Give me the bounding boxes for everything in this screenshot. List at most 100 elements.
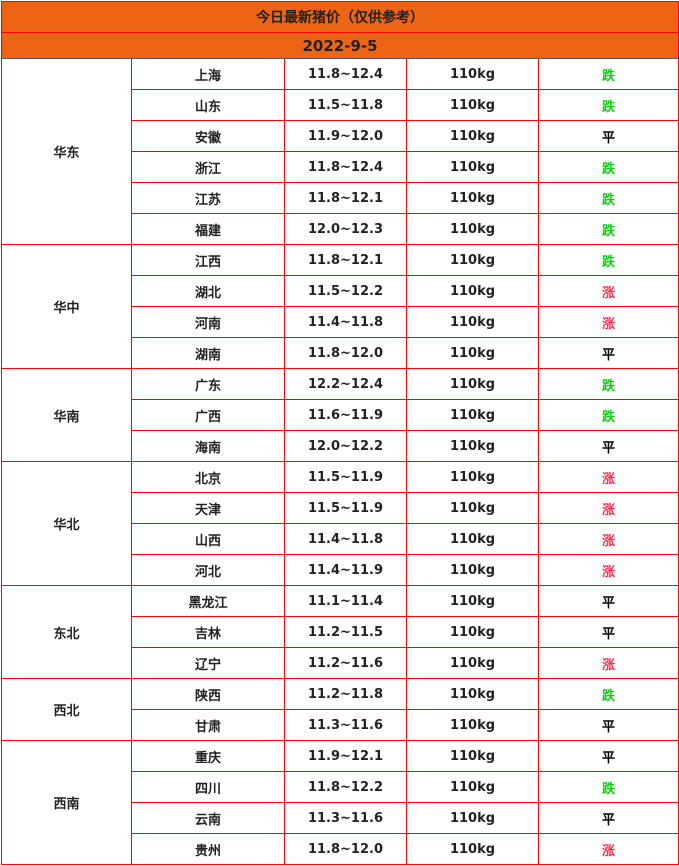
table-row: 辽宁 11.2~11.6 110kg 涨 [2, 647, 679, 679]
province-cell: 河南 [131, 306, 285, 338]
province-cell: 广西 [131, 399, 285, 431]
trend-cell: 跌 [537, 89, 679, 121]
weight-cell: 110kg [406, 554, 539, 586]
trend-cell: 涨 [537, 275, 679, 307]
province-cell: 黑龙江 [131, 585, 285, 617]
trend-cell: 涨 [537, 647, 679, 679]
trend-cell: 平 [537, 709, 679, 741]
trend-cell: 涨 [537, 554, 679, 586]
region-cell: 华南 [1, 368, 132, 462]
weight-cell: 110kg [406, 89, 539, 121]
province-cell: 陕西 [131, 678, 285, 710]
province-cell: 贵州 [131, 833, 285, 865]
price-range-cell: 11.1~11.4 [284, 585, 407, 617]
trend-cell: 跌 [537, 244, 679, 276]
price-range-cell: 12.0~12.2 [284, 430, 407, 462]
weight-cell: 110kg [406, 771, 539, 803]
province-cell: 安徽 [131, 120, 285, 152]
price-range-cell: 11.5~11.8 [284, 89, 407, 121]
province-cell: 上海 [131, 58, 285, 90]
price-range-cell: 11.5~12.2 [284, 275, 407, 307]
table-row: 山西 11.4~11.8 110kg 涨 [2, 523, 679, 555]
weight-cell: 110kg [406, 337, 539, 369]
trend-cell: 涨 [537, 492, 679, 524]
weight-cell: 110kg [406, 678, 539, 710]
province-cell: 辽宁 [131, 647, 285, 679]
price-range-cell: 11.2~11.8 [284, 678, 407, 710]
price-range-cell: 11.2~11.5 [284, 616, 407, 648]
weight-cell: 110kg [406, 802, 539, 834]
weight-cell: 110kg [406, 120, 539, 152]
trend-cell: 跌 [537, 182, 679, 214]
price-range-cell: 11.3~11.6 [284, 802, 407, 834]
table-row: 华东 上海 11.8~12.4 110kg 跌 [1, 58, 679, 245]
weight-cell: 110kg [406, 58, 539, 90]
price-range-cell: 11.9~12.0 [284, 120, 407, 152]
price-range-cell: 11.8~12.1 [284, 182, 407, 214]
weight-cell: 110kg [406, 492, 539, 524]
trend-cell: 涨 [537, 523, 679, 555]
table-row: 江苏 11.8~12.1 110kg 跌 [2, 182, 679, 214]
trend-cell: 跌 [537, 58, 679, 90]
table-row: 东北 黑龙江 11.1~11.4 110kg 平 [1, 585, 679, 679]
region-cell: 华东 [1, 58, 132, 245]
weight-cell: 110kg [406, 430, 539, 462]
trend-cell: 涨 [537, 461, 679, 493]
price-range-cell: 11.8~12.1 [284, 244, 407, 276]
province-cell: 湖南 [131, 337, 285, 369]
province-cell: 吉林 [131, 616, 285, 648]
province-cell: 湖北 [131, 275, 285, 307]
price-range-cell: 11.6~11.9 [284, 399, 407, 431]
trend-cell: 跌 [537, 399, 679, 431]
price-range-cell: 11.4~11.8 [284, 306, 407, 338]
region-cell: 华中 [1, 244, 132, 369]
region-cell: 西南 [1, 740, 132, 865]
price-range-cell: 11.8~12.4 [284, 151, 407, 183]
trend-cell: 涨 [537, 833, 679, 865]
trend-cell: 跌 [537, 678, 679, 710]
table-row: 云南 11.3~11.6 110kg 平 [2, 802, 679, 834]
price-range-cell: 11.9~12.1 [284, 740, 407, 772]
province-cell: 江西 [131, 244, 285, 276]
price-range-cell: 11.4~11.9 [284, 554, 407, 586]
weight-cell: 110kg [406, 399, 539, 431]
price-range-cell: 11.8~12.2 [284, 771, 407, 803]
table-row: 湖南 11.8~12.0 110kg 平 [2, 337, 679, 369]
weight-cell: 110kg [406, 151, 539, 183]
weight-cell: 110kg [406, 306, 539, 338]
table-row: 河南 11.4~11.8 110kg 涨 [2, 306, 679, 338]
province-cell: 福建 [131, 213, 285, 245]
table-row: 西南 重庆 11.9~12.1 110kg 平 [1, 740, 679, 865]
table-row: 华南 广东 12.2~12.4 110kg 跌 [1, 368, 679, 462]
price-range-cell: 11.5~11.9 [284, 492, 407, 524]
weight-cell: 110kg [406, 709, 539, 741]
weight-cell: 110kg [406, 213, 539, 245]
weight-cell: 110kg [406, 833, 539, 865]
trend-cell: 平 [537, 430, 679, 462]
weight-cell: 110kg [406, 461, 539, 493]
price-range-cell: 11.8~12.0 [284, 833, 407, 865]
table-row: 浙江 11.8~12.4 110kg 跌 [2, 151, 679, 183]
price-range-cell: 12.2~12.4 [284, 368, 407, 400]
price-range-cell: 11.3~11.6 [284, 709, 407, 741]
table-row: 福建 12.0~12.3 110kg 跌 [2, 213, 679, 245]
price-range-cell: 11.2~11.6 [284, 647, 407, 679]
table-title: 今日最新猪价（仅供参考） [0, 1, 679, 33]
weight-cell: 110kg [406, 368, 539, 400]
trend-cell: 跌 [537, 151, 679, 183]
trend-cell: 涨 [537, 306, 679, 338]
province-cell: 甘肃 [131, 709, 285, 741]
table-row: 吉林 11.2~11.5 110kg 平 [2, 616, 679, 648]
weight-cell: 110kg [406, 244, 539, 276]
weight-cell: 110kg [406, 275, 539, 307]
trend-cell: 跌 [537, 213, 679, 245]
province-cell: 山东 [131, 89, 285, 121]
table-row: 河北 11.4~11.9 110kg 涨 [2, 554, 679, 586]
table-row: 安徽 11.9~12.0 110kg 平 [2, 120, 679, 152]
weight-cell: 110kg [406, 647, 539, 679]
province-cell: 天津 [131, 492, 285, 524]
region-cell: 东北 [1, 585, 132, 679]
trend-cell: 跌 [537, 771, 679, 803]
table-row: 天津 11.5~11.9 110kg 涨 [2, 492, 679, 524]
price-range-cell: 11.8~12.0 [284, 337, 407, 369]
